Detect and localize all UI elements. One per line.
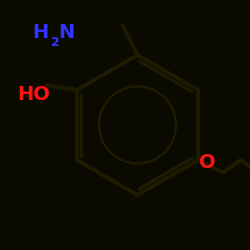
Text: N: N — [59, 23, 75, 42]
Text: H: H — [32, 23, 49, 42]
Text: O: O — [199, 153, 216, 172]
Text: HO: HO — [18, 86, 50, 104]
Text: 2: 2 — [51, 36, 60, 49]
